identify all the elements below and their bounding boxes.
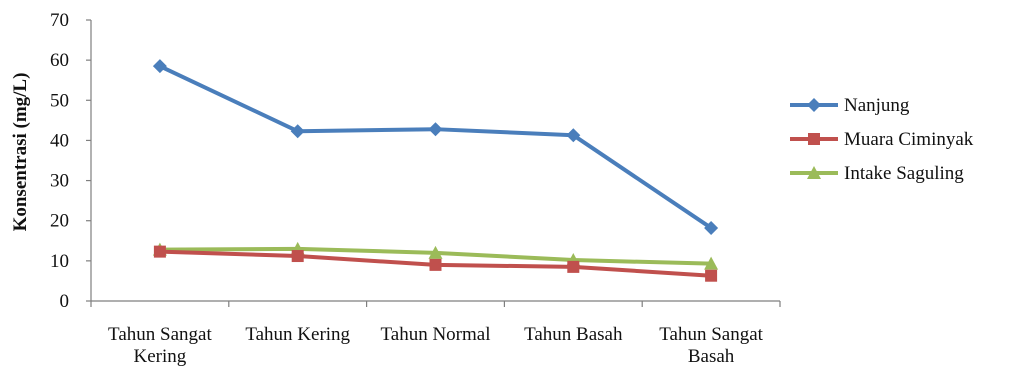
legend-item: Muara Ciminyak (790, 129, 974, 150)
legend-marker (807, 98, 821, 112)
x-tick-label: Tahun Sangat Basah (659, 324, 763, 367)
series-nanjung (152, 59, 719, 235)
data-point (566, 128, 581, 143)
data-point (705, 269, 718, 282)
data-point (291, 250, 304, 263)
series-layer (152, 59, 719, 282)
data-point (567, 260, 580, 273)
data-point (152, 59, 167, 74)
y-tick-label: 0 (60, 291, 70, 312)
y-axis-label: Konsentrasi (mg/L) (10, 73, 31, 232)
x-tick-label: Tahun Basah (524, 324, 623, 345)
y-tick-label: 10 (50, 251, 69, 272)
x-tick-label: Tahun Normal (380, 324, 490, 345)
legend-item: Nanjung (790, 95, 910, 116)
legend-marker (808, 133, 820, 145)
y-tick-label: 20 (50, 211, 69, 232)
series-line (159, 64, 713, 230)
series-muara-ciminyak (153, 245, 718, 282)
legend-label: Nanjung (844, 95, 910, 116)
data-point (428, 245, 443, 259)
legend-marker (807, 166, 821, 179)
legend-label: Muara Ciminyak (844, 129, 974, 150)
axes: 0 10 20 30 40 50 60 70 Tahun Sangat Kering Tahun K… (50, 10, 781, 367)
data-point (704, 220, 719, 235)
x-tick-label: Tahun Sangat Kering (108, 324, 212, 367)
legend: Nanjung Muara Ciminyak Intake Saguling (790, 95, 974, 184)
data-point (429, 258, 442, 271)
x-tick-label: Tahun Kering (245, 324, 350, 345)
y-tick-label: 70 (50, 10, 69, 31)
y-tick-label: 60 (50, 50, 69, 71)
data-point (704, 256, 719, 270)
legend-item: Intake Saguling (790, 163, 964, 184)
data-point (428, 122, 443, 137)
y-tick-label: 50 (50, 90, 69, 111)
y-tick-label: 40 (50, 130, 69, 151)
data-point (153, 245, 166, 258)
data-point (290, 124, 305, 139)
legend-label: Intake Saguling (844, 163, 964, 184)
y-tick-label: 30 (50, 171, 69, 192)
